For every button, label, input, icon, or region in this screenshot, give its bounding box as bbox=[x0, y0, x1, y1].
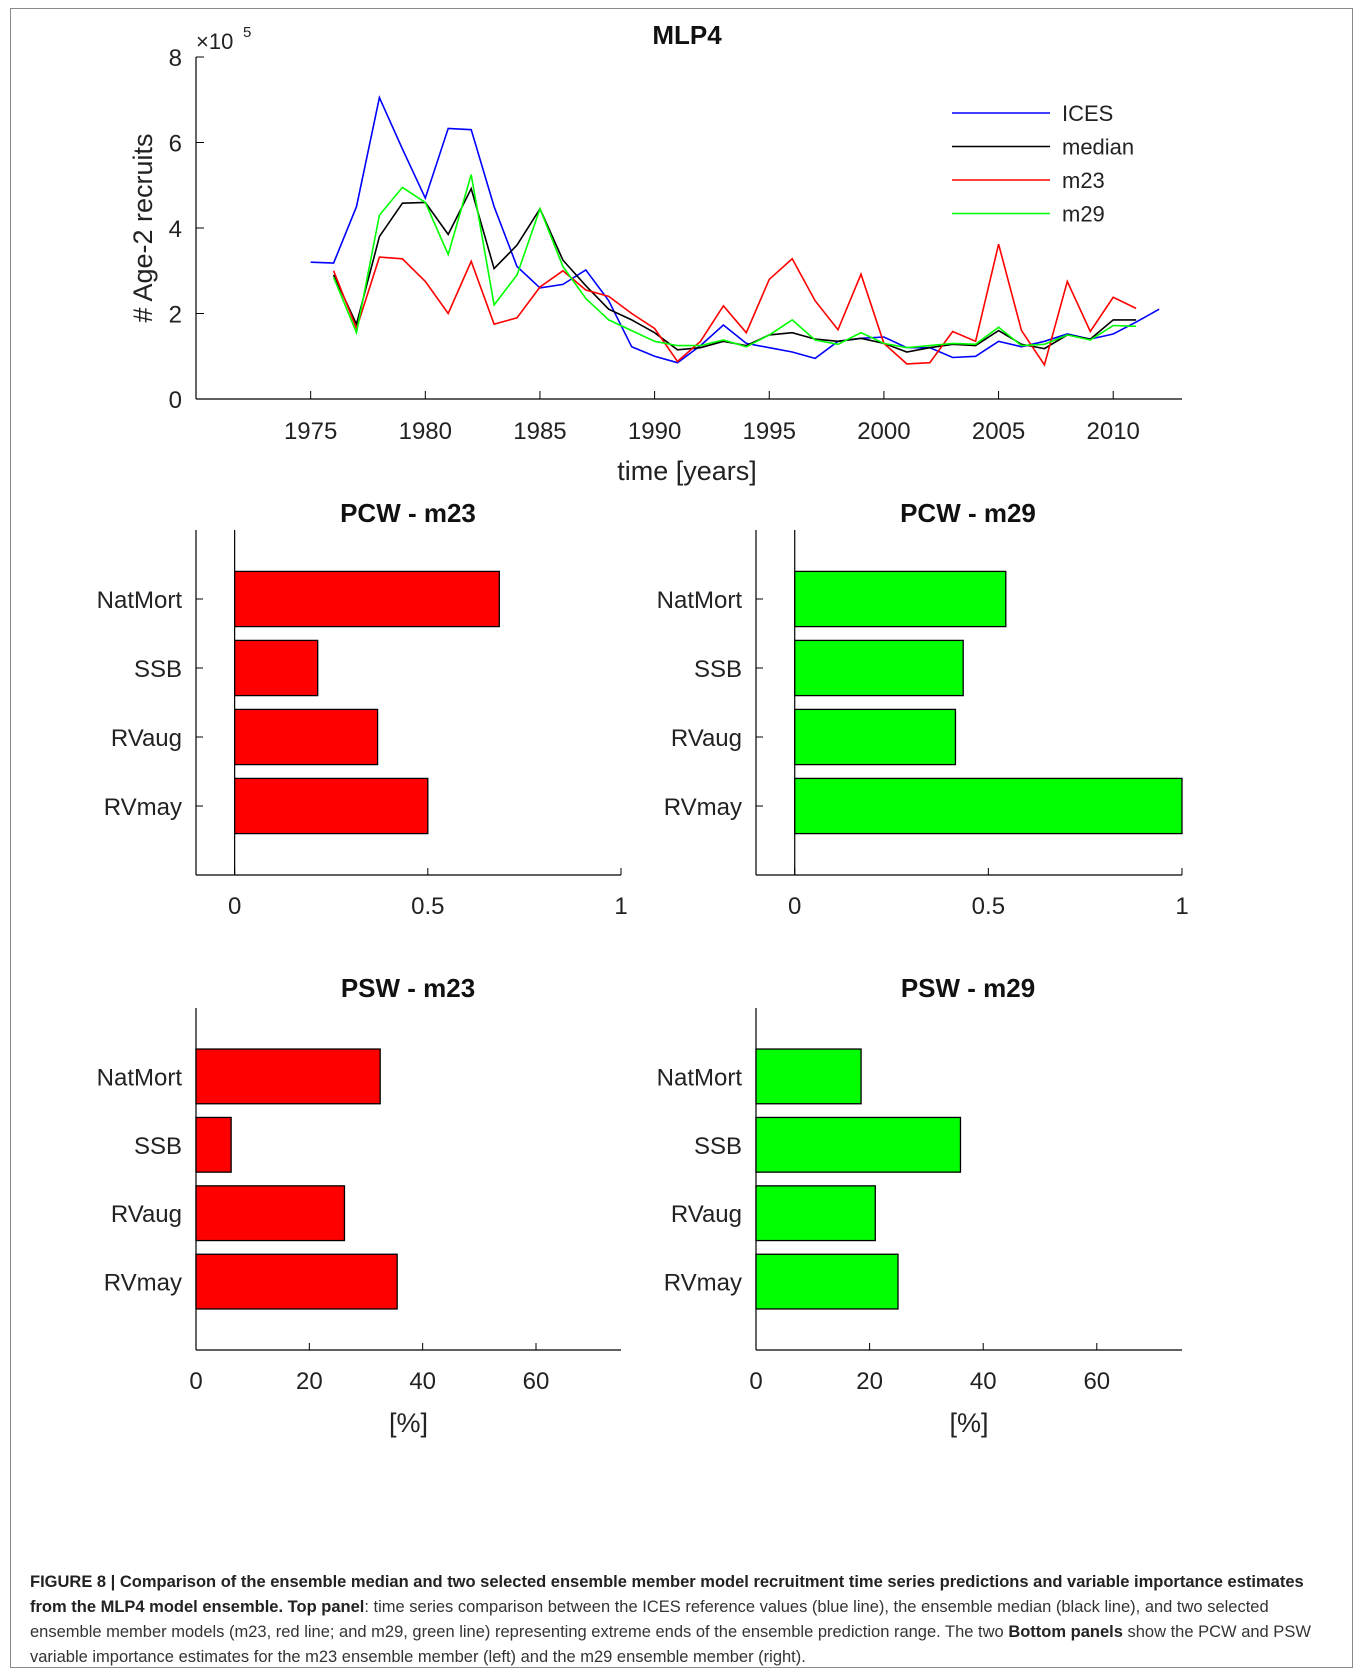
bar-RVmay bbox=[794, 777, 1183, 835]
panel-x-tick-label: 60 bbox=[1083, 1368, 1110, 1395]
bar-SSB bbox=[195, 1116, 232, 1173]
bar-SSB bbox=[755, 1116, 962, 1173]
panel-title: PSW - m29 bbox=[901, 973, 1035, 1003]
panel-category-label: RVaug bbox=[671, 1201, 742, 1228]
panel-x-tick-label: 60 bbox=[523, 1368, 550, 1395]
bar-RVaug bbox=[794, 708, 957, 766]
x-tick-label: 1985 bbox=[513, 418, 566, 445]
panel-x-axis-label: [%] bbox=[389, 1408, 428, 1438]
y-multiplier-label: ×10 bbox=[196, 29, 233, 54]
series-line-ICES bbox=[310, 95, 1160, 364]
bar-NatMort bbox=[233, 570, 500, 628]
panel-category-label: RVaug bbox=[671, 725, 742, 752]
panel-x-tick-label: 0.5 bbox=[972, 893, 1005, 920]
panel-category-label: SSB bbox=[134, 1133, 182, 1160]
chart-title: MLP4 bbox=[652, 20, 722, 50]
panel-x-tick-label: 1 bbox=[1175, 893, 1188, 920]
series-line-m29 bbox=[332, 174, 1137, 349]
panel-x-tick-label: 40 bbox=[970, 1368, 997, 1395]
bar-RVmay bbox=[755, 1253, 899, 1310]
bar-NatMort bbox=[195, 1048, 381, 1105]
panel-x-tick-label: 20 bbox=[856, 1368, 883, 1395]
panel-title: PCW - m29 bbox=[900, 498, 1036, 528]
panel-title: PCW - m23 bbox=[340, 498, 476, 528]
panel-category-label: NatMort bbox=[657, 587, 743, 614]
panel-category-label: RVaug bbox=[111, 725, 182, 752]
x-tick-label: 2000 bbox=[857, 418, 910, 445]
panel-title: PSW - m23 bbox=[341, 973, 475, 1003]
bar-RVmay bbox=[233, 777, 429, 835]
panel-category-label: RVmay bbox=[664, 794, 742, 821]
panel-x-tick-label: 1 bbox=[614, 893, 627, 920]
caption-bottom-bold: Bottom panels bbox=[1008, 1623, 1123, 1641]
panel-x-tick-label: 0 bbox=[228, 893, 241, 920]
x-tick-label: 1990 bbox=[628, 418, 681, 445]
panel-category-label: RVmay bbox=[104, 794, 182, 821]
bar-RVaug bbox=[195, 1185, 346, 1242]
panel-x-tick-label: 40 bbox=[409, 1368, 436, 1395]
panel-category-label: RVmay bbox=[104, 1270, 182, 1297]
panel-x-tick-label: 0.5 bbox=[411, 893, 444, 920]
bar-RVaug bbox=[755, 1185, 876, 1242]
y-multiplier-exponent: 5 bbox=[243, 24, 251, 41]
panel-x-tick-label: 0 bbox=[189, 1368, 202, 1395]
caption-label: FIGURE 8 | Comparison of the ensemble me… bbox=[30, 1573, 1304, 1616]
y-tick-label: 2 bbox=[169, 302, 182, 329]
panel-category-label: RVmay bbox=[664, 1270, 742, 1297]
legend-label-median: median bbox=[1062, 135, 1134, 160]
y-axis-label: # Age-2 recruits bbox=[128, 133, 158, 322]
x-tick-label: 1975 bbox=[284, 418, 337, 445]
y-tick-label: 0 bbox=[169, 387, 182, 414]
y-tick-label: 6 bbox=[169, 131, 182, 158]
panel-x-tick-label: 20 bbox=[296, 1368, 323, 1395]
caption-top-bold: Top panel bbox=[287, 1598, 365, 1616]
legend-label-m29: m29 bbox=[1062, 202, 1105, 227]
bar-NatMort bbox=[755, 1048, 862, 1105]
caption-bottom-text: show the PCW and PSW variable importance… bbox=[30, 1623, 1311, 1666]
panel-x-tick-label: 0 bbox=[749, 1368, 762, 1395]
y-tick-label: 4 bbox=[169, 216, 182, 243]
x-tick-label: 2005 bbox=[972, 418, 1025, 445]
figure-chart-area: 1975 1980 1985 1990 1995 2000 2005 201002468×10… bbox=[97, 20, 1189, 1438]
x-tick-label: 1995 bbox=[743, 418, 796, 445]
legend-label-m23: m23 bbox=[1062, 168, 1105, 193]
panel-category-label: NatMort bbox=[657, 1064, 743, 1091]
panel-category-label: NatMort bbox=[97, 587, 183, 614]
figure-caption: FIGURE 8 | Comparison of the ensemble me… bbox=[30, 1570, 1340, 1670]
bar-RVaug bbox=[233, 708, 379, 766]
legend-label-ICES: ICES bbox=[1062, 101, 1113, 126]
panel-category-label: SSB bbox=[134, 656, 182, 683]
y-tick-label: 8 bbox=[169, 45, 182, 72]
panel-category-label: SSB bbox=[694, 1133, 742, 1160]
caption-top-text: : time series comparison between the ICE… bbox=[30, 1598, 1269, 1641]
bar-NatMort bbox=[794, 570, 1007, 628]
panel-x-tick-label: 0 bbox=[788, 893, 801, 920]
panel-category-label: RVaug bbox=[111, 1201, 182, 1228]
panel-x-axis-label: [%] bbox=[949, 1408, 988, 1438]
x-tick-label: 1980 bbox=[399, 418, 452, 445]
panel-category-label: SSB bbox=[694, 656, 742, 683]
bar-SSB bbox=[233, 639, 319, 697]
x-axis-label: time [years] bbox=[617, 456, 757, 486]
panel-category-label: NatMort bbox=[97, 1064, 183, 1091]
series-line-m23 bbox=[332, 243, 1137, 367]
bar-RVmay bbox=[195, 1253, 398, 1310]
bar-SSB bbox=[794, 639, 964, 697]
x-tick-label: 2010 bbox=[1087, 418, 1140, 445]
figure-frame bbox=[10, 8, 1353, 1668]
